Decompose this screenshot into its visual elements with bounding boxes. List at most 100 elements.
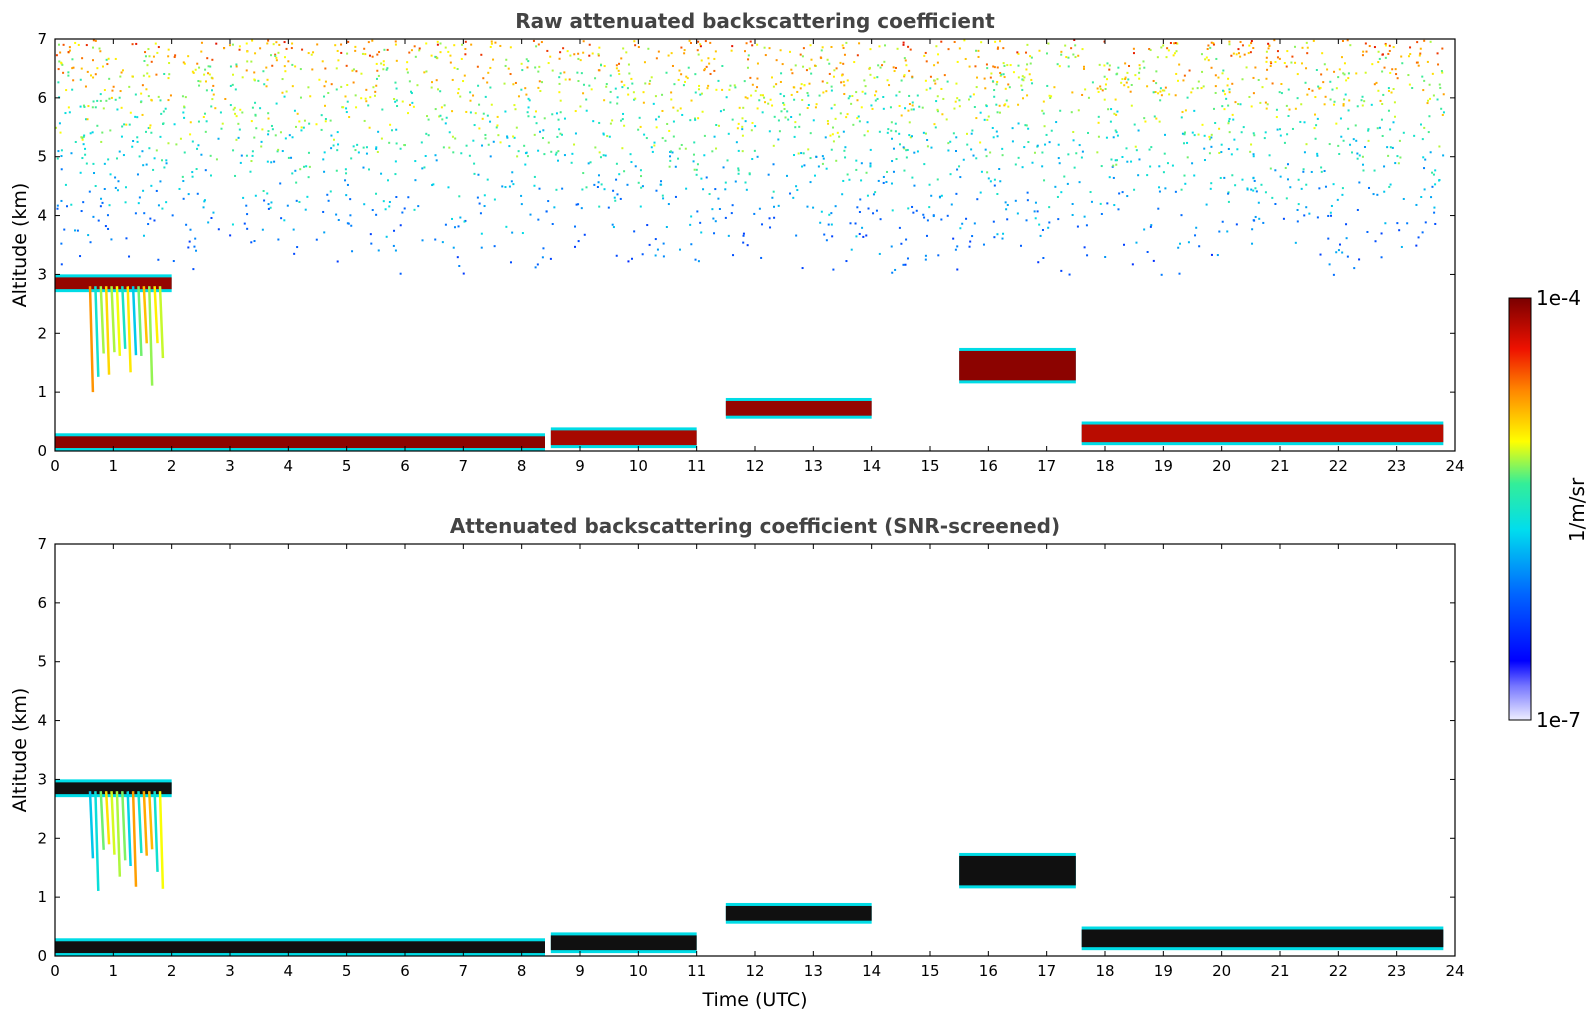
- x-tick-label: 23: [1387, 962, 1406, 980]
- noise-pixel: [1356, 152, 1359, 155]
- noise-pixel: [559, 51, 562, 54]
- noise-pixel: [993, 184, 996, 187]
- noise-pixel: [1265, 56, 1268, 59]
- noise-pixel: [903, 169, 906, 172]
- noise-pixel: [772, 144, 775, 147]
- noise-pixel: [454, 137, 457, 140]
- noise-pixel: [1115, 159, 1118, 162]
- noise-pixel: [1048, 94, 1051, 97]
- y-tick-label: 3: [37, 770, 47, 788]
- noise-pixel: [205, 89, 208, 92]
- noise-pixel: [650, 76, 653, 79]
- noise-pixel: [1423, 79, 1426, 82]
- noise-pixel: [1072, 130, 1075, 133]
- virga-streak: [121, 791, 127, 861]
- noise-pixel: [219, 111, 222, 114]
- noise-pixel: [1376, 193, 1379, 196]
- noise-pixel: [203, 199, 206, 202]
- noise-pixel: [725, 96, 728, 99]
- noise-pixel: [418, 47, 421, 50]
- noise-pixel: [1393, 115, 1396, 118]
- noise-pixel: [1335, 251, 1338, 254]
- noise-pixel: [1296, 97, 1299, 100]
- noise-pixel: [427, 118, 430, 121]
- noise-pixel: [141, 84, 144, 87]
- noise-pixel: [1324, 185, 1327, 188]
- noise-pixel: [987, 115, 990, 118]
- noise-pixel: [698, 84, 701, 87]
- noise-pixel: [1269, 64, 1272, 67]
- noise-pixel: [856, 206, 859, 209]
- noise-pixel: [364, 97, 367, 100]
- noise-pixel: [84, 85, 87, 88]
- noise-pixel: [182, 111, 185, 114]
- noise-pixel: [984, 87, 987, 90]
- noise-pixel: [332, 144, 335, 147]
- noise-pixel: [806, 91, 809, 94]
- noise-pixel: [399, 147, 402, 150]
- noise-pixel: [956, 245, 959, 248]
- noise-pixel: [1038, 223, 1041, 226]
- noise-pixel: [763, 96, 766, 99]
- noise-pixel: [1303, 214, 1306, 217]
- noise-pixel: [597, 69, 600, 72]
- noise-pixel: [1356, 105, 1359, 108]
- noise-pixel: [241, 76, 244, 79]
- noise-pixel: [1101, 89, 1104, 92]
- noise-pixel: [132, 140, 135, 143]
- noise-pixel: [212, 93, 215, 96]
- noise-pixel: [153, 219, 156, 222]
- noise-pixel: [533, 175, 536, 178]
- noise-pixel: [134, 212, 137, 215]
- noise-pixel: [291, 172, 294, 175]
- noise-pixel: [1067, 65, 1070, 68]
- noise-pixel: [322, 158, 325, 161]
- noise-pixel: [659, 183, 662, 186]
- noise-pixel: [144, 130, 147, 133]
- noise-pixel: [1163, 89, 1166, 92]
- noise-pixel: [830, 107, 833, 110]
- x-tick-label: 8: [517, 457, 527, 475]
- noise-pixel: [979, 191, 982, 194]
- noise-pixel: [1388, 185, 1391, 188]
- noise-pixel: [936, 95, 939, 98]
- noise-pixel: [253, 78, 256, 81]
- noise-pixel: [789, 192, 792, 195]
- noise-pixel: [1221, 72, 1224, 75]
- noise-pixel: [80, 67, 83, 70]
- noise-pixel: [1002, 62, 1005, 65]
- noise-pixel: [996, 135, 999, 138]
- noise-pixel: [514, 81, 517, 84]
- noise-pixel: [1143, 117, 1146, 120]
- noise-pixel: [574, 225, 577, 228]
- noise-pixel: [329, 190, 332, 193]
- noise-pixel: [1262, 221, 1265, 224]
- noise-pixel: [194, 237, 197, 240]
- noise-pixel: [1314, 137, 1317, 140]
- noise-pixel: [81, 138, 84, 141]
- noise-pixel: [1104, 87, 1107, 90]
- noise-pixel: [323, 85, 326, 88]
- noise-pixel: [99, 50, 102, 53]
- noise-pixel: [281, 91, 284, 94]
- noise-pixel: [1436, 98, 1439, 101]
- noise-pixel: [861, 90, 864, 93]
- noise-pixel: [279, 182, 282, 185]
- y-tick-label: 5: [37, 653, 47, 671]
- x-tick-label: 22: [1329, 962, 1348, 980]
- noise-pixel: [1158, 120, 1161, 123]
- noise-pixel: [1048, 141, 1051, 144]
- noise-pixel: [1087, 131, 1090, 134]
- noise-pixel: [883, 60, 886, 63]
- noise-pixel: [154, 42, 157, 45]
- noise-pixel: [57, 81, 60, 84]
- noise-pixel: [1041, 165, 1044, 168]
- noise-pixel: [554, 153, 557, 156]
- noise-pixel: [207, 65, 210, 68]
- noise-pixel: [754, 89, 757, 92]
- noise-pixel: [350, 157, 353, 160]
- virga-streak: [99, 791, 105, 850]
- noise-pixel: [410, 92, 413, 95]
- noise-pixel: [709, 41, 712, 44]
- noise-pixel: [1214, 74, 1217, 77]
